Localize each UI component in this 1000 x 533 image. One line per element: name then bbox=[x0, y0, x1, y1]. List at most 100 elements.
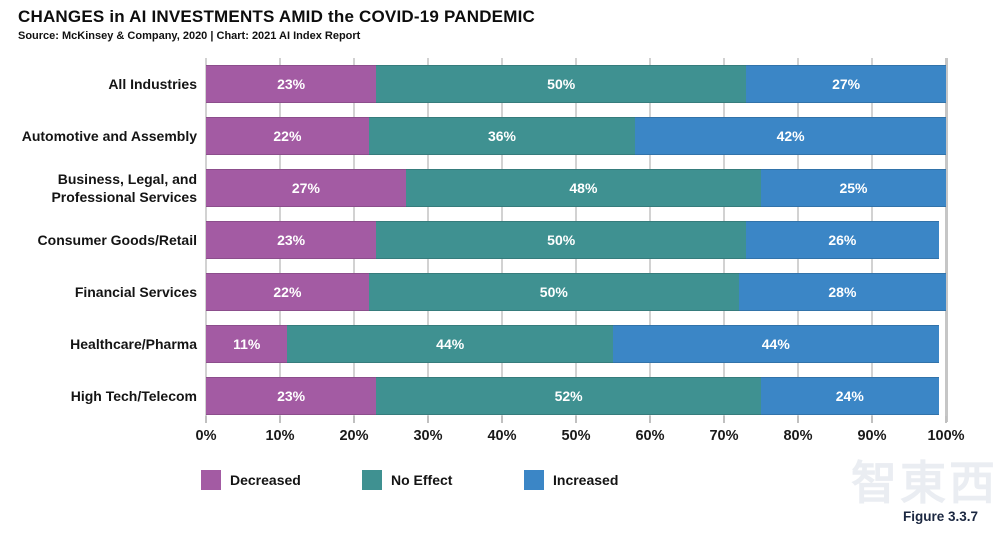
bar-value-label: 27% bbox=[832, 76, 861, 92]
tick-mark bbox=[945, 416, 947, 423]
tick-mark bbox=[871, 416, 873, 423]
chart-row: Automotive and Assembly 22% 36% 42% bbox=[22, 110, 946, 162]
x-tick-label: 10% bbox=[265, 428, 295, 444]
category-label: Financial Services bbox=[74, 283, 197, 300]
bar-value-label: 23% bbox=[277, 76, 306, 92]
x-tick-label: 80% bbox=[783, 428, 813, 444]
bar-segment-decreased: 23% bbox=[206, 221, 377, 259]
bar-value-label: 25% bbox=[839, 180, 868, 196]
bar-segment-no-effect: 52% bbox=[376, 377, 761, 415]
tick-mark bbox=[427, 416, 429, 423]
bar-value-label: 48% bbox=[569, 180, 598, 196]
bar-segment-increased: 26% bbox=[746, 221, 939, 259]
category-label: Business, Legal, and Professional Servic… bbox=[51, 170, 197, 205]
bar-segment-no-effect: 50% bbox=[368, 273, 739, 311]
x-tick-label: 40% bbox=[487, 428, 517, 444]
bar-value-label: 52% bbox=[554, 388, 583, 404]
legend-label: Increased bbox=[553, 472, 619, 488]
bar-segment-increased: 25% bbox=[760, 169, 946, 207]
legend-swatch-increased bbox=[524, 470, 544, 490]
bar-segment-increased: 27% bbox=[746, 65, 946, 103]
category-label: Automotive and Assembly bbox=[21, 127, 197, 144]
chart-row: High Tech/Telecom 23% 52% 24% bbox=[71, 370, 946, 422]
stacked-bar: 22% 50% 28% bbox=[206, 273, 946, 311]
bar-value-label: 26% bbox=[828, 232, 857, 248]
chart-row: Financial Services 22% 50% 28% bbox=[75, 266, 946, 318]
x-axis-labels: 0% 10% 20% 30% 40% 50% 60% 70% 80% 90% 100% bbox=[196, 428, 965, 448]
bar-segment-increased: 28% bbox=[738, 273, 946, 311]
legend: Decreased No Effect Increased bbox=[0, 470, 1000, 496]
bar-segment-no-effect: 44% bbox=[287, 325, 613, 363]
bar-value-label: 50% bbox=[547, 232, 576, 248]
bar-segment-increased: 24% bbox=[760, 377, 939, 415]
chart-source: Source: McKinsey & Company, 2020 | Chart… bbox=[18, 30, 361, 42]
stacked-bar: 23% 50% 26% bbox=[206, 221, 946, 259]
tick-mark bbox=[279, 416, 281, 423]
bar-segment-decreased: 27% bbox=[206, 169, 406, 207]
plot-area: All Industries 23% 50% 27% Automotive and As… bbox=[22, 58, 948, 422]
bar-value-label: 28% bbox=[828, 284, 857, 300]
bar-value-label: 23% bbox=[277, 388, 306, 404]
legend-label: Decreased bbox=[230, 472, 301, 488]
bar-segment-decreased: 23% bbox=[206, 65, 377, 103]
category-label: Healthcare/Pharma bbox=[70, 335, 197, 352]
bar-segment-increased: 44% bbox=[612, 325, 939, 363]
gridline-100% bbox=[945, 58, 948, 422]
bar-segment-decreased: 22% bbox=[206, 273, 369, 311]
category-label: Consumer Goods/Retail bbox=[37, 231, 197, 248]
bar-segment-increased: 42% bbox=[635, 117, 946, 155]
bar-value-label: 42% bbox=[776, 128, 805, 144]
chart-row: Healthcare/Pharma 11% 44% 44% bbox=[70, 318, 946, 370]
stacked-bar: 23% 50% 27% bbox=[206, 65, 946, 103]
chart-title: CHANGES in AI INVESTMENTS AMID the COVID… bbox=[18, 7, 535, 26]
x-tick-label: 50% bbox=[561, 428, 591, 444]
x-tick-label: 70% bbox=[709, 428, 739, 444]
bar-segment-no-effect: 50% bbox=[376, 221, 747, 259]
x-axis-ticks bbox=[205, 416, 947, 423]
tick-mark bbox=[205, 416, 207, 423]
tick-mark bbox=[501, 416, 503, 423]
x-tick-label: 30% bbox=[413, 428, 443, 444]
bar-value-label: 23% bbox=[277, 232, 306, 248]
legend-item-no-effect: No Effect bbox=[362, 470, 452, 490]
x-tick-label: 100% bbox=[927, 428, 965, 444]
bar-value-label: 50% bbox=[539, 284, 568, 300]
bar-value-label: 50% bbox=[547, 76, 576, 92]
chart-row: Consumer Goods/Retail 23% 50% 26% bbox=[38, 214, 946, 266]
bar-segment-decreased: 22% bbox=[206, 117, 369, 155]
x-tick-label: 0% bbox=[195, 428, 217, 444]
bar-segment-decreased: 23% bbox=[206, 377, 377, 415]
stacked-bar: 23% 52% 24% bbox=[206, 377, 946, 415]
category-label: High Tech/Telecom bbox=[70, 387, 197, 404]
chart-row: Business, Legal, and Professional Servic… bbox=[51, 162, 946, 214]
legend-swatch-no-effect bbox=[362, 470, 382, 490]
legend-item-increased: Increased bbox=[524, 470, 618, 490]
legend-swatch-decreased bbox=[201, 470, 221, 490]
bar-segment-no-effect: 36% bbox=[368, 117, 636, 155]
chart-row: All Industries 23% 50% 27% bbox=[108, 58, 946, 110]
x-tick-label: 60% bbox=[635, 428, 665, 444]
bar-value-label: 27% bbox=[291, 180, 320, 196]
legend-item-decreased: Decreased bbox=[201, 470, 301, 490]
legend-label: No Effect bbox=[391, 472, 453, 488]
x-tick-label: 20% bbox=[339, 428, 369, 444]
x-tick-label: 90% bbox=[857, 428, 887, 444]
tick-mark bbox=[353, 416, 355, 423]
bar-value-label: 36% bbox=[487, 128, 516, 144]
bar-value-label: 11% bbox=[233, 336, 261, 352]
category-label: All Industries bbox=[108, 75, 197, 92]
figure-label: Figure 3.3.7 bbox=[902, 509, 978, 524]
bar-segment-no-effect: 50% bbox=[376, 65, 747, 103]
tick-mark bbox=[797, 416, 799, 423]
tick-mark bbox=[723, 416, 725, 423]
bar-value-label: 44% bbox=[436, 336, 465, 352]
bar-segment-decreased: 11% bbox=[206, 325, 288, 363]
stacked-bar: 27% 48% 25% bbox=[206, 169, 946, 207]
stacked-bar: 22% 36% 42% bbox=[206, 117, 946, 155]
chart-header: CHANGES in AI INVESTMENTS AMID the COVID… bbox=[18, 7, 535, 42]
bar-value-label: 44% bbox=[761, 336, 790, 352]
tick-mark bbox=[649, 416, 651, 423]
bar-value-label: 22% bbox=[273, 128, 302, 144]
stacked-bar: 11% 44% 44% bbox=[206, 325, 946, 363]
